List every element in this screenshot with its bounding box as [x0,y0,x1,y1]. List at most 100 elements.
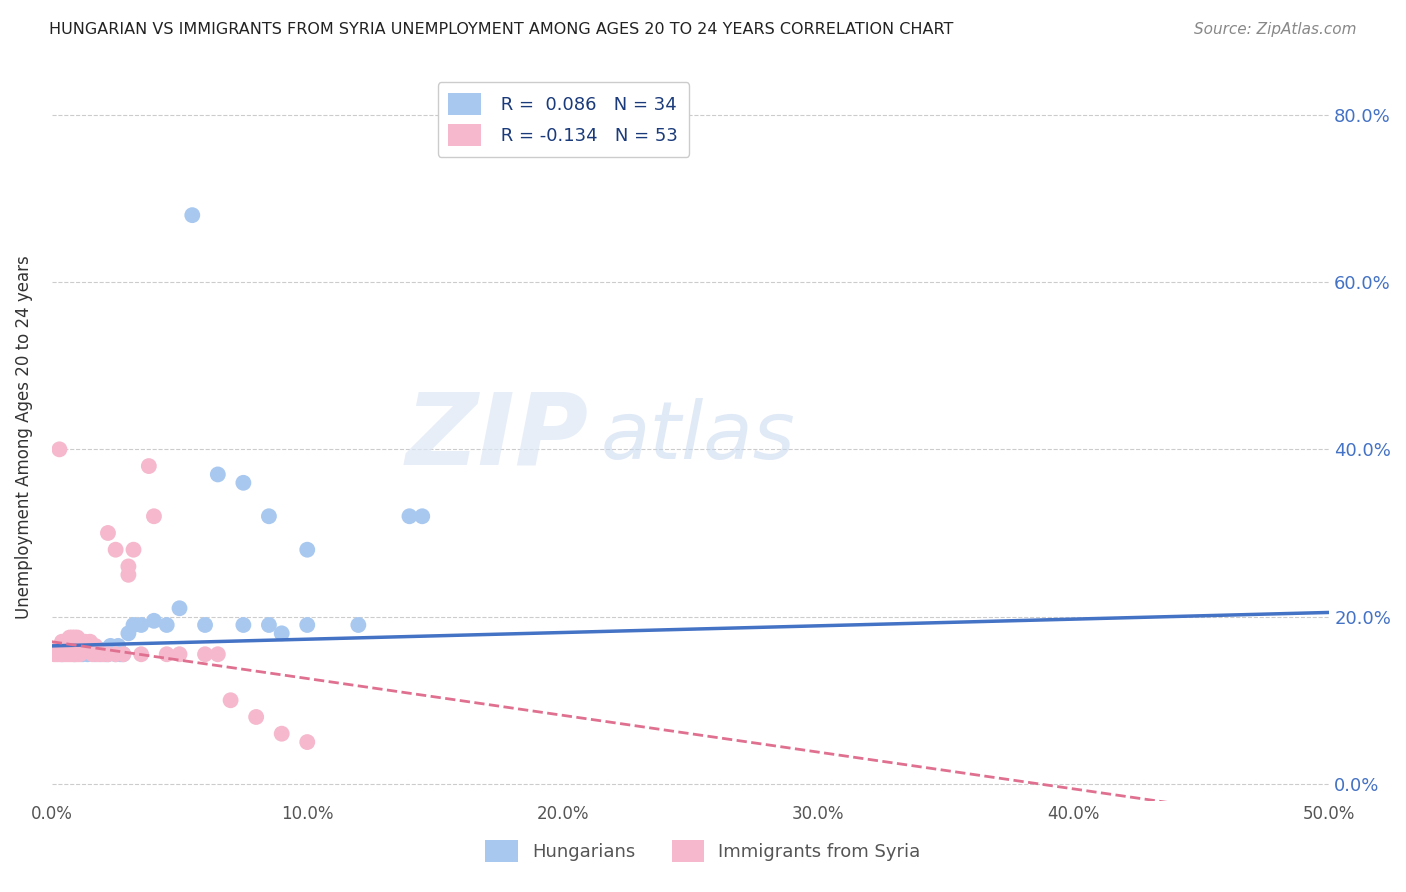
Text: atlas: atlas [602,398,796,475]
Point [73,639,96,653]
Point [56,639,79,653]
Point [66,643,89,657]
Text: HUNGARIAN VS IMMIGRANTS FROM SYRIA UNEMPLOYMENT AMONG AGES 20 TO 24 YEARS CORREL: HUNGARIAN VS IMMIGRANTS FROM SYRIA UNEMP… [49,22,953,37]
Point [91,643,114,657]
Point [82,647,104,661]
Point [97,647,120,661]
Point [51,647,73,661]
Point [156,618,179,632]
Point [129,618,152,632]
Point [207,467,229,482]
Point [104,542,127,557]
Point [76,643,98,657]
Point [73,634,96,648]
Point [169,601,191,615]
Point [207,647,229,661]
Point [76,647,98,661]
Point [84,639,107,653]
Point [411,509,433,524]
Point [112,647,135,661]
Point [97,647,120,661]
Point [142,509,165,524]
Point [110,647,132,661]
Point [194,618,217,632]
Point [117,626,139,640]
Point [66,631,89,645]
Point [63,631,86,645]
Point [59,647,82,661]
Point [122,542,145,557]
Point [194,647,217,661]
Point [100,639,122,653]
Legend:  R =  0.086   N = 34,  R = -0.134   N = 53: R = 0.086 N = 34, R = -0.134 N = 53 [437,82,689,157]
Point [79,643,101,657]
Point [63,647,86,661]
Point [94,647,117,661]
Point [297,542,319,557]
Point [129,647,152,661]
Point [63,647,86,661]
Point [69,647,91,661]
Point [89,647,111,661]
Point [82,643,104,657]
Point [59,631,82,645]
Point [59,639,82,653]
Point [44,647,66,661]
Point [91,647,114,661]
Point [53,647,76,661]
Point [59,634,82,648]
Point [48,643,70,657]
Point [97,526,120,541]
Point [60,639,83,653]
Point [87,647,110,661]
Point [66,647,89,661]
Point [232,618,254,632]
Point [107,639,129,653]
Point [84,647,107,661]
Point [53,639,76,653]
Point [232,475,254,490]
Point [48,647,70,661]
Point [101,643,124,657]
Legend: Hungarians, Immigrants from Syria: Hungarians, Immigrants from Syria [478,833,928,870]
Point [142,614,165,628]
Point [69,634,91,648]
Point [56,643,79,657]
Point [169,647,191,661]
Point [297,735,319,749]
Point [257,509,280,524]
Point [63,639,86,653]
Point [56,647,79,661]
Point [72,634,94,648]
Text: ZIP: ZIP [405,388,588,485]
Point [72,647,94,661]
Point [270,727,292,741]
Point [104,647,127,661]
Point [79,634,101,648]
Point [45,643,67,657]
Point [51,647,73,661]
Point [181,208,204,222]
Point [66,639,89,653]
Point [257,618,280,632]
Point [138,459,160,474]
Point [45,647,67,661]
Y-axis label: Unemployment Among Ages 20 to 24 years: Unemployment Among Ages 20 to 24 years [15,255,32,619]
Point [270,626,292,640]
Point [219,693,242,707]
Point [122,618,145,632]
Point [297,618,319,632]
Point [69,634,91,648]
Point [60,631,83,645]
Point [156,647,179,661]
Point [60,647,83,661]
Point [245,710,267,724]
Point [51,634,73,648]
Point [347,618,370,632]
Point [117,567,139,582]
Point [104,647,127,661]
Point [112,647,135,661]
Point [51,639,73,653]
Point [53,634,76,648]
Point [59,643,82,657]
